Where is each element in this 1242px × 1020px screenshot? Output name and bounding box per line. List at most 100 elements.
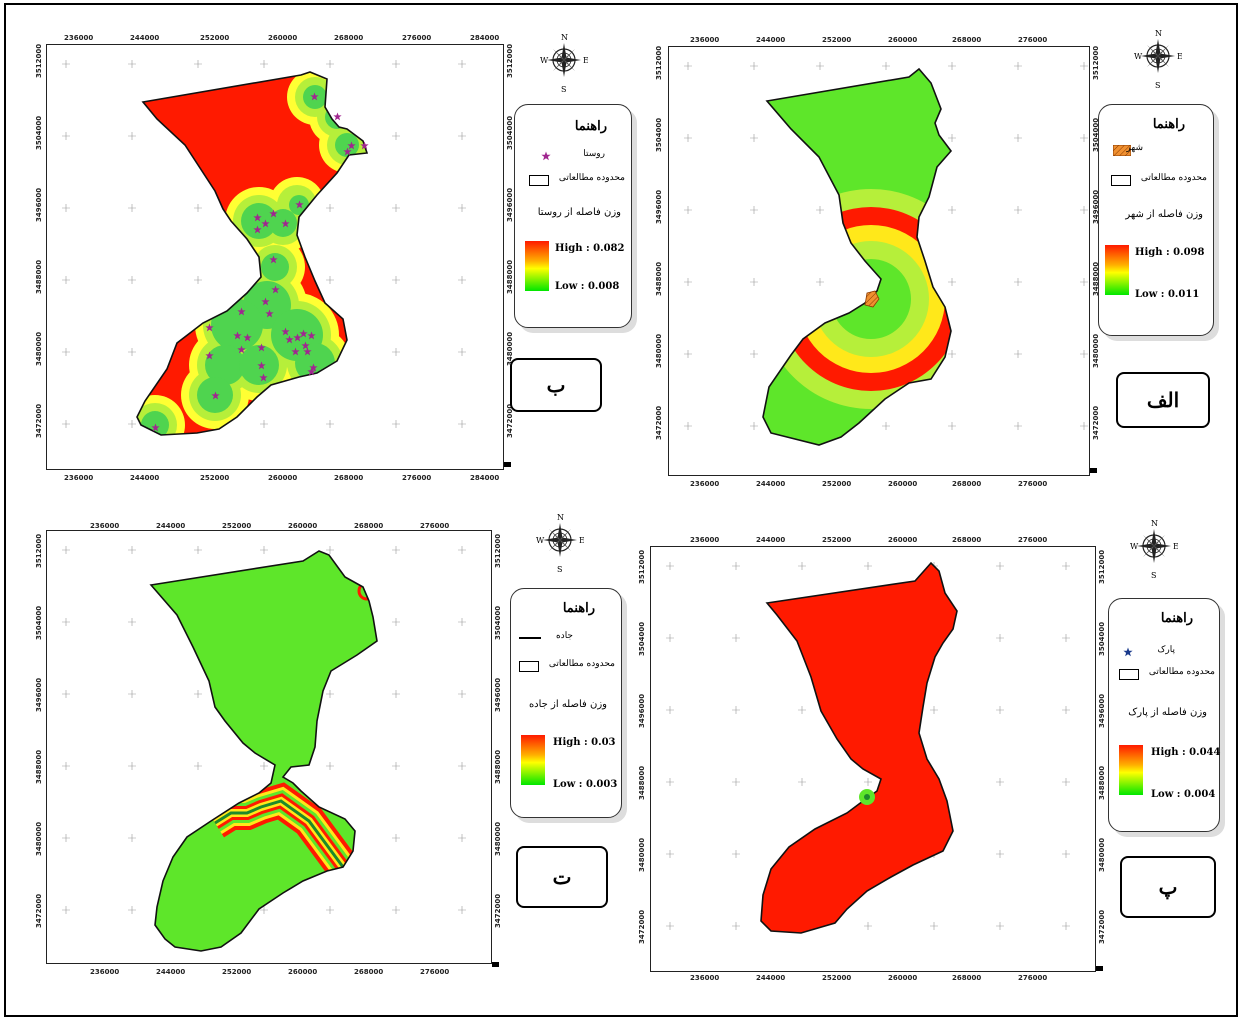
park-star-icon — [1123, 647, 1133, 657]
legend-title: راهنما — [1152, 117, 1185, 132]
color-ramp — [521, 735, 545, 785]
y-tick: 3496000 — [35, 187, 43, 222]
x-tick: 252000 — [222, 522, 252, 530]
y-tick: 3504000 — [494, 605, 502, 640]
y-tick: 3488000 — [35, 749, 43, 784]
x-tick: 260000 — [288, 522, 318, 530]
y-tick: 3488000 — [506, 259, 514, 294]
boundary-symbol — [1111, 175, 1131, 186]
y-tick: 3504000 — [506, 115, 514, 150]
x-tick: 268000 — [952, 36, 982, 44]
compass-s: S — [1155, 81, 1160, 90]
x-tick: 284000 — [470, 34, 500, 42]
panel-label-alef: الف — [1116, 372, 1210, 428]
y-tick: 3512000 — [35, 533, 43, 568]
x-tick: 268000 — [354, 968, 384, 976]
y-tick: 3512000 — [494, 533, 502, 568]
y-tick: 3496000 — [35, 677, 43, 712]
y-tick: 3472000 — [655, 405, 663, 440]
x-tick: 268000 — [952, 536, 982, 544]
city-hatch-icon — [1113, 145, 1131, 156]
y-tick: 3488000 — [655, 261, 663, 296]
map-frame-road — [46, 530, 492, 964]
y-tick: 3488000 — [638, 765, 646, 800]
x-tick: 268000 — [354, 522, 384, 530]
compass-w: W — [1130, 542, 1139, 551]
compass-n: N — [561, 33, 568, 42]
compass-w: W — [1134, 52, 1143, 61]
x-tick: 260000 — [888, 974, 918, 982]
x-tick: 252000 — [822, 974, 852, 982]
city-area — [864, 290, 880, 308]
figure-frame — [4, 3, 1238, 1017]
x-tick: 260000 — [888, 36, 918, 44]
x-tick: 252000 — [200, 34, 230, 42]
map-city — [669, 47, 1089, 475]
compass-e: E — [1173, 542, 1178, 551]
x-tick: 268000 — [952, 974, 982, 982]
legend-boundary: محدوده مطالعاتی — [558, 173, 625, 183]
compass-w: W — [540, 56, 549, 65]
y-tick: 3504000 — [655, 117, 663, 152]
legend-boundary: محدوده مطالعاتی — [548, 659, 615, 669]
legend-road: راهنما جاده محدوده مطالعاتی وزن فاصله از… — [510, 588, 622, 818]
map-village — [47, 45, 503, 469]
north-arrow-icon: N S W E — [536, 510, 585, 578]
legend-feature: شهر — [1126, 143, 1143, 153]
x-tick: 244000 — [156, 968, 186, 976]
legend-low: Low : 0.008 — [555, 281, 620, 292]
legend-feature: جاده — [555, 631, 573, 641]
legend-low: Low : 0.003 — [553, 779, 618, 790]
legend-title: راهنما — [1160, 611, 1193, 626]
y-tick: 3504000 — [1098, 621, 1106, 656]
x-tick: 252000 — [200, 474, 230, 482]
color-ramp — [1105, 245, 1129, 295]
y-tick: 3488000 — [1098, 765, 1106, 800]
x-tick: 252000 — [822, 36, 852, 44]
y-tick: 3512000 — [655, 45, 663, 80]
compass-e: E — [579, 536, 584, 545]
legend-feature: روستا — [583, 149, 605, 159]
y-tick: 3512000 — [1092, 45, 1100, 80]
legend-high: High : 0.082 — [555, 243, 625, 254]
map-frame-village — [46, 44, 504, 470]
north-arrow-icon: N S W E — [1134, 26, 1183, 94]
scale-bar — [504, 462, 511, 467]
x-tick: 268000 — [334, 474, 364, 482]
x-tick: 260000 — [288, 968, 318, 976]
y-tick: 3504000 — [638, 621, 646, 656]
x-tick: 276000 — [1018, 480, 1048, 488]
legend-weight-title: وزن فاصله از شهر — [1125, 209, 1203, 220]
x-tick: 252000 — [822, 480, 852, 488]
road-line-icon — [519, 637, 541, 639]
legend-high: High : 0.098 — [1135, 247, 1205, 258]
compass-s: S — [1151, 571, 1156, 580]
y-tick: 3512000 — [35, 43, 43, 78]
y-tick: 3480000 — [494, 821, 502, 856]
legend-boundary: محدوده مطالعاتی — [1148, 667, 1215, 677]
y-tick: 3496000 — [506, 187, 514, 222]
boundary-symbol — [529, 175, 549, 186]
compass-w: W — [536, 536, 545, 545]
x-tick: 252000 — [822, 536, 852, 544]
x-tick: 244000 — [756, 536, 786, 544]
x-tick: 260000 — [268, 474, 298, 482]
legend-feature: پارک — [1157, 645, 1175, 655]
scale-bar — [1096, 966, 1103, 971]
y-tick: 3512000 — [1098, 549, 1106, 584]
x-tick: 276000 — [1018, 36, 1048, 44]
compass-s: S — [561, 85, 566, 94]
x-tick: 284000 — [470, 474, 500, 482]
compass-n: N — [1155, 29, 1162, 38]
x-tick: 252000 — [222, 968, 252, 976]
boundary-symbol — [1119, 669, 1139, 680]
x-tick: 236000 — [90, 968, 120, 976]
y-tick: 3472000 — [638, 909, 646, 944]
x-tick: 244000 — [756, 36, 786, 44]
y-tick: 3496000 — [494, 677, 502, 712]
map-road — [47, 531, 491, 963]
y-tick: 3472000 — [35, 893, 43, 928]
y-tick: 3480000 — [35, 821, 43, 856]
x-tick: 260000 — [268, 34, 298, 42]
legend-low: Low : 0.011 — [1135, 289, 1200, 300]
